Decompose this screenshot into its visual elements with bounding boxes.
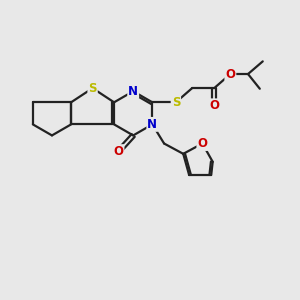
Text: O: O: [113, 145, 124, 158]
Text: O: O: [225, 68, 236, 80]
Text: O: O: [209, 99, 219, 112]
Text: O: O: [197, 137, 207, 150]
Text: N: N: [128, 85, 138, 98]
Text: S: S: [172, 96, 180, 109]
Text: N: N: [147, 118, 157, 131]
Text: S: S: [88, 82, 97, 95]
